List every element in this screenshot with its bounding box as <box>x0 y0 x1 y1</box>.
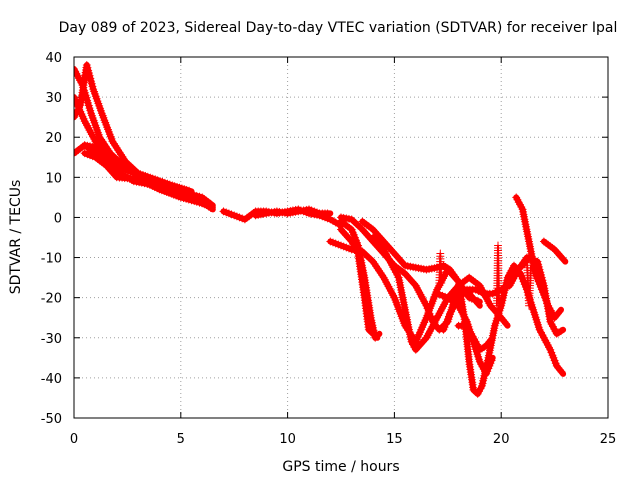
series-markers <box>492 241 503 310</box>
x-tick-label: 0 <box>70 432 78 447</box>
series-markers <box>435 249 446 290</box>
series-markers <box>454 321 496 354</box>
y-tick-label: -40 <box>41 372 62 387</box>
series-spike-3 <box>522 253 535 310</box>
series-track-13 <box>358 217 567 398</box>
x-tick-label: 15 <box>386 432 403 447</box>
grid-lines <box>74 57 608 418</box>
y-axis-label: SDTVAR / TECUs <box>8 180 24 295</box>
x-axis-label: GPS time / hours <box>282 459 399 475</box>
y-tick-label: 20 <box>45 131 62 146</box>
series-markers <box>80 149 215 211</box>
series-spike-1 <box>435 249 446 290</box>
y-tick-label: -10 <box>41 252 62 267</box>
series-track-20 <box>539 237 569 265</box>
series-markers <box>251 205 332 220</box>
series-track-8 <box>251 205 334 220</box>
chart-title: Day 089 of 2023, Sidereal Day-to-day VTE… <box>59 20 618 36</box>
series-markers <box>539 237 568 264</box>
series-track-14 <box>369 233 483 354</box>
x-tick-label: 10 <box>279 432 296 447</box>
y-tick-label: -50 <box>41 412 62 427</box>
series-markers <box>522 253 535 310</box>
y-tick-label: -30 <box>41 332 62 347</box>
y-tick-label: 0 <box>54 211 62 226</box>
y-tick-label: -20 <box>41 292 62 307</box>
x-tick-labels: 0 5 10 15 20 25 <box>70 432 616 447</box>
plot-frame <box>73 56 609 419</box>
series-markers <box>439 256 530 334</box>
series-markers <box>369 233 483 354</box>
series-track-18 <box>512 193 564 322</box>
data-series <box>74 61 569 398</box>
series-track-17 <box>454 321 496 354</box>
x-tick-label: 25 <box>600 432 617 447</box>
x-tick-label: 20 <box>493 432 510 447</box>
series-spike-2 <box>492 241 503 310</box>
y-tick-labels: -50 -40 -30 -20 -10 0 10 20 30 40 <box>41 51 62 427</box>
y-tick-label: 10 <box>45 171 62 186</box>
series-markers <box>512 193 564 322</box>
x-tick-label: 5 <box>177 432 185 447</box>
y-tick-label: 40 <box>45 51 62 66</box>
series-track-6 <box>80 149 216 211</box>
y-tick-label: 30 <box>45 91 62 106</box>
